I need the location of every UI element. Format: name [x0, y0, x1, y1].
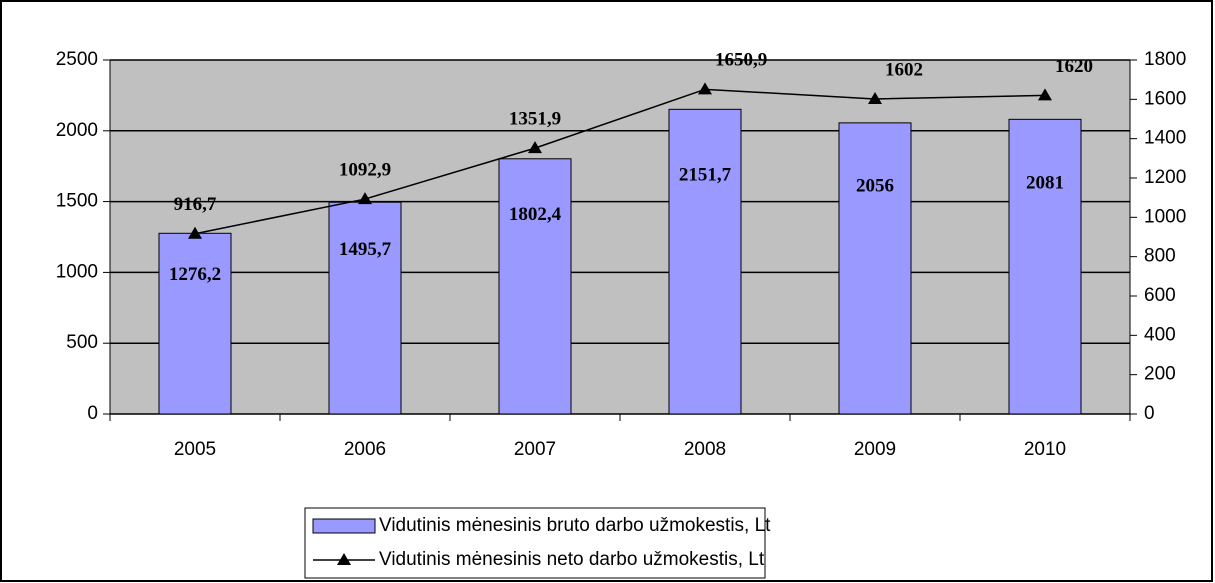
line-marker: [868, 91, 882, 104]
line-marker: [1038, 88, 1052, 101]
bar-value-label: 2081: [1026, 173, 1064, 194]
legend-label: Vidutinis mėnesinis bruto darbo užmokest…: [379, 515, 771, 536]
bar-value-label: 2056: [856, 175, 894, 196]
line-marker: [188, 226, 202, 239]
line-marker: [358, 192, 372, 205]
line-value-label: 1650,9: [715, 50, 767, 71]
line: [194, 88, 1046, 235]
x-tick-label: 2010: [1024, 439, 1066, 460]
x-tick-label: 2006: [344, 439, 386, 460]
line-marker: [528, 141, 542, 154]
legend-marker: [337, 553, 351, 565]
x-tick-label: 2008: [684, 439, 726, 460]
y-tick-label: 0: [87, 403, 98, 424]
bar-value-label: 1802,4: [509, 204, 562, 225]
y2-tick-label: 1000: [1144, 206, 1186, 227]
y-tick-label: 1000: [56, 261, 98, 282]
y2-tick-label: 1800: [1144, 49, 1186, 70]
bar: [838, 122, 912, 415]
x-tick-label: 2005: [174, 439, 216, 460]
line-value-label: 1602: [885, 59, 923, 80]
y2-tick-label: 1200: [1144, 167, 1186, 188]
line-value-label: 1620: [1055, 56, 1093, 77]
y2-tick-label: 600: [1144, 285, 1176, 306]
legend-box: [304, 507, 766, 579]
y2-tick-label: 400: [1144, 324, 1176, 345]
y-tick-label: 2000: [56, 120, 98, 141]
bar: [498, 158, 572, 415]
bar: [328, 201, 402, 415]
bar-value-label: 1495,7: [339, 239, 392, 260]
y2-tick-label: 200: [1144, 364, 1176, 385]
x-tick-label: 2007: [514, 439, 556, 460]
bar: [668, 108, 742, 415]
legend-label: Vidutinis mėnesinis neto darbo užmokesti…: [379, 549, 765, 570]
y2-tick-label: 800: [1144, 246, 1176, 267]
legend-swatch: [312, 518, 376, 534]
bar: [1008, 118, 1082, 415]
y-tick-label: 2500: [56, 49, 98, 70]
plot-area: [109, 59, 1131, 415]
bar-value-label: 2151,7: [679, 165, 732, 186]
y2-tick-label: 0: [1144, 403, 1155, 424]
y2-tick-label: 1600: [1144, 88, 1186, 109]
line-value-label: 916,7: [174, 194, 217, 215]
line-value-label: 1351,9: [509, 108, 561, 129]
y-tick-label: 500: [66, 332, 98, 353]
x-tick-label: 2009: [854, 439, 896, 460]
line-value-label: 1092,9: [339, 159, 391, 180]
bar-value-label: 1276,2: [169, 264, 221, 285]
line-marker: [698, 82, 712, 95]
y-tick-label: 1500: [56, 191, 98, 212]
y2-tick-label: 1400: [1144, 128, 1186, 149]
bar: [158, 232, 232, 415]
